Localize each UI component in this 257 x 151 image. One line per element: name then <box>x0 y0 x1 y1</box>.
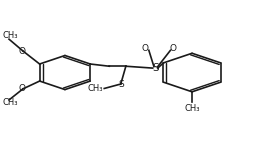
Text: CH₃: CH₃ <box>87 84 103 93</box>
Text: O: O <box>142 44 149 53</box>
Text: S: S <box>118 80 124 88</box>
Text: S: S <box>152 63 159 73</box>
Text: CH₃: CH₃ <box>3 98 18 107</box>
Text: O: O <box>169 44 177 53</box>
Text: O: O <box>18 47 25 56</box>
Text: CH₃: CH₃ <box>184 104 200 113</box>
Text: O: O <box>18 84 25 93</box>
Text: CH₃: CH₃ <box>3 31 18 40</box>
